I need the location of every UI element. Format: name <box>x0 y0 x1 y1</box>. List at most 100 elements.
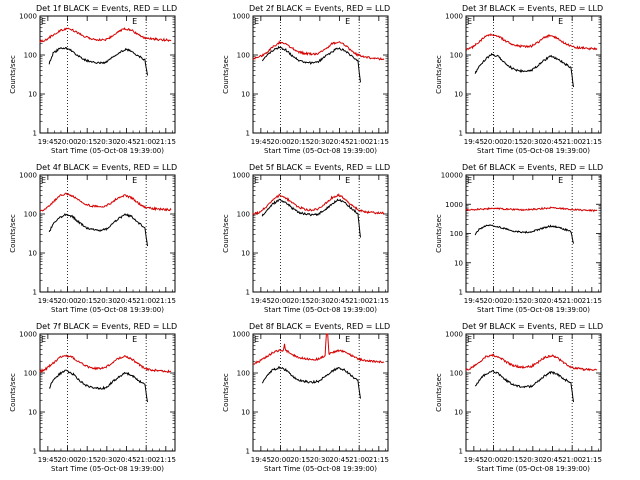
x-tick-label: 21:15 <box>156 297 176 305</box>
plot-frame <box>39 333 176 452</box>
y-tick-label: 1 <box>246 130 250 138</box>
y-tick-label: 10 <box>241 91 250 99</box>
x-tick-label: 20:45 <box>542 138 562 146</box>
detector-panel-8: Det 8f BLACK = Events, RED = LLD 1 10 100 10… <box>222 322 390 473</box>
lld-series-line <box>465 353 598 372</box>
x-axis-label: Start Time (05-Oct-08 19:39:00) <box>477 306 590 314</box>
y-tick-label: 1000 <box>19 172 37 180</box>
x-tick-label: 21:15 <box>156 456 176 464</box>
marker-label-end: E <box>345 335 350 344</box>
y-tick-label: 10 <box>241 409 250 417</box>
marker-label-end: E <box>558 335 563 344</box>
x-tick-label: 20:15 <box>503 138 523 146</box>
detector-panel-3: Det 3f BLACK = Events, RED = LLD 1 10 100 10… <box>435 4 603 155</box>
y-tick-label: 100 <box>24 370 37 378</box>
y-axis-label: Counts/sec <box>9 55 17 94</box>
x-tick-label: 20:30 <box>523 297 543 305</box>
x-tick-label: 20:15 <box>503 297 523 305</box>
plot-frame <box>465 333 602 452</box>
lld-series-line <box>465 206 598 213</box>
y-axis-label: Counts/sec <box>435 55 443 94</box>
x-axis-label: Start Time (05-Oct-08 19:39:00) <box>264 306 377 314</box>
marker-label-end: E <box>345 176 350 185</box>
y-axis-label: Counts/sec <box>435 214 443 253</box>
x-tick-label: 20:00 <box>270 138 290 146</box>
lld-series-line <box>39 192 172 212</box>
lld-series-line <box>252 193 385 216</box>
y-tick-label: 100 <box>450 370 463 378</box>
detector-panel-5: Det 5f BLACK = Events, RED = LLD 1 10 100 10… <box>222 163 390 314</box>
panel-title: Det 5f BLACK = Events, RED = LLD <box>249 163 390 172</box>
x-axis-label: Start Time (05-Oct-08 19:39:00) <box>477 147 590 155</box>
events-series-line <box>474 52 574 88</box>
x-tick-label: 21:00 <box>562 138 582 146</box>
x-tick-label: 20:15 <box>503 456 523 464</box>
x-tick-label: 20:30 <box>97 138 117 146</box>
events-series-line <box>474 224 574 244</box>
x-tick-label: 21:00 <box>136 456 156 464</box>
x-axis-label: Start Time (05-Oct-08 19:39:00) <box>51 306 164 314</box>
x-tick-label: 20:00 <box>57 456 77 464</box>
x-tick-label: 20:45 <box>329 297 349 305</box>
x-tick-label: 20:30 <box>97 456 117 464</box>
detector-panel-4: Det 4f BLACK = Events, RED = LLD 1 10 100 10… <box>9 163 177 314</box>
x-axis-label: Start Time (05-Oct-08 19:39:00) <box>264 465 377 473</box>
x-tick-label: 19:45 <box>464 297 484 305</box>
lld-series-line <box>465 33 598 51</box>
x-tick-label: 20:00 <box>483 456 503 464</box>
y-tick-label: 1000 <box>232 331 250 339</box>
x-tick-label: 20:30 <box>523 138 543 146</box>
x-axis-label: Start Time (05-Oct-08 19:39:00) <box>51 465 164 473</box>
marker-label-end: E <box>132 17 137 26</box>
x-tick-label: 19:45 <box>464 456 484 464</box>
x-tick-label: 19:45 <box>251 456 271 464</box>
x-tick-label: 21:00 <box>349 297 369 305</box>
y-tick-label: 1000 <box>445 201 463 209</box>
x-tick-label: 20:45 <box>116 456 136 464</box>
events-series-line <box>48 212 148 247</box>
x-tick-label: 20:45 <box>329 456 349 464</box>
x-axis-label: Start Time (05-Oct-08 19:39:00) <box>51 147 164 155</box>
events-series-line <box>261 198 361 238</box>
x-tick-label: 19:45 <box>38 456 58 464</box>
y-tick-label: 1000 <box>19 13 37 21</box>
plot-frame <box>252 333 389 452</box>
x-tick-label: 19:45 <box>38 297 58 305</box>
x-tick-label: 19:45 <box>251 297 271 305</box>
detector-panel-9: Det 9f BLACK = Events, RED = LLD 1 10 100 10… <box>435 322 603 473</box>
x-tick-label: 19:45 <box>38 138 58 146</box>
x-tick-label: 20:15 <box>77 138 97 146</box>
x-tick-label: 20:00 <box>57 138 77 146</box>
y-tick-label: 10 <box>28 250 37 258</box>
x-tick-label: 21:00 <box>562 297 582 305</box>
y-tick-label: 100 <box>237 211 250 219</box>
y-tick-label: 10 <box>454 259 463 267</box>
y-axis-label: Counts/sec <box>222 55 230 94</box>
x-tick-label: 21:15 <box>369 456 389 464</box>
x-tick-label: 19:45 <box>251 138 271 146</box>
x-tick-label: 21:15 <box>582 456 602 464</box>
y-axis-label: Counts/sec <box>9 214 17 253</box>
plot-frame <box>252 174 389 293</box>
y-tick-label: 10 <box>28 91 37 99</box>
events-series-line <box>261 45 361 83</box>
lld-series-line <box>39 354 172 374</box>
y-tick-label: 1 <box>33 130 37 138</box>
marker-label-start: E <box>467 17 472 26</box>
x-tick-label: 20:15 <box>290 138 310 146</box>
y-axis-label: Counts/sec <box>9 373 17 412</box>
y-tick-label: 100 <box>450 230 463 238</box>
detector-panel-7: Det 7f BLACK = Events, RED = LLD 1 10 100 10… <box>9 322 177 473</box>
plot-frame <box>465 15 602 134</box>
marker-label-start: E <box>467 176 472 185</box>
x-tick-label: 21:15 <box>369 138 389 146</box>
x-tick-label: 20:45 <box>116 138 136 146</box>
panel-title: Det 4f BLACK = Events, RED = LLD <box>36 163 177 172</box>
y-tick-label: 1 <box>459 130 463 138</box>
y-tick-label: 10 <box>28 409 37 417</box>
y-tick-label: 1000 <box>232 172 250 180</box>
x-tick-label: 20:15 <box>290 297 310 305</box>
y-tick-label: 10000 <box>441 172 463 180</box>
x-tick-label: 20:00 <box>57 297 77 305</box>
